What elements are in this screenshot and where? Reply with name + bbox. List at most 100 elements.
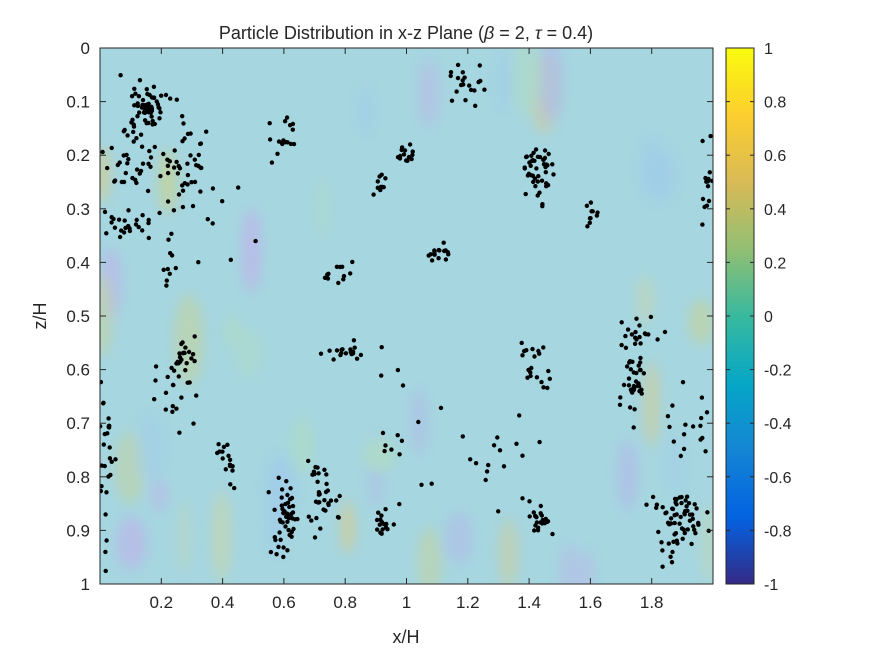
particle-marker	[679, 500, 684, 506]
particle-marker	[665, 520, 671, 525]
particle-marker	[338, 352, 343, 358]
particle-marker	[533, 147, 539, 152]
particle-marker	[590, 209, 595, 214]
particle-marker	[165, 163, 171, 168]
particle-marker	[334, 264, 340, 269]
particle-marker	[126, 157, 131, 162]
particle-marker	[675, 541, 680, 546]
y-tick-label: 0.2	[66, 146, 90, 165]
particle-marker	[708, 133, 713, 139]
particle-marker	[169, 231, 174, 236]
particle-marker	[680, 536, 685, 541]
particle-marker	[670, 549, 675, 555]
particle-marker	[188, 153, 193, 158]
particle-marker	[150, 118, 155, 124]
title-mid: = 2,	[494, 23, 535, 43]
particle-marker	[189, 356, 194, 361]
particle-marker	[527, 514, 532, 519]
particle-marker	[478, 78, 483, 84]
particle-marker	[348, 271, 353, 276]
particle-marker	[138, 168, 144, 174]
field-blob	[177, 501, 192, 574]
y-tick-label: 0.3	[66, 200, 90, 219]
particle-marker	[174, 159, 179, 165]
particle-marker	[272, 535, 277, 540]
particle-marker	[322, 498, 327, 503]
particle-marker	[543, 170, 548, 175]
field-blob	[418, 59, 440, 127]
particle-marker	[115, 162, 121, 168]
particle-marker	[473, 103, 478, 109]
particle-marker	[530, 346, 535, 352]
particle-marker	[194, 163, 199, 168]
particle-marker	[104, 538, 109, 543]
particle-marker	[707, 170, 712, 175]
particle-marker	[161, 151, 166, 157]
particle-marker	[189, 180, 194, 185]
particle-marker	[286, 527, 291, 533]
particle-marker	[670, 403, 675, 408]
particle-marker	[501, 464, 507, 469]
colorbar-tick-label: 1	[764, 41, 773, 58]
particle-marker	[161, 267, 166, 272]
colorbar-tick-label: 0.6	[764, 148, 786, 165]
particle-marker	[681, 446, 687, 452]
particle-marker	[317, 500, 322, 505]
particle-marker	[153, 364, 159, 369]
particle-marker	[153, 378, 158, 383]
particle-marker	[391, 522, 396, 527]
particle-marker	[375, 179, 380, 184]
particle-marker	[529, 153, 534, 158]
particle-marker	[460, 78, 465, 83]
particle-marker	[280, 141, 285, 147]
particle-marker	[122, 127, 127, 133]
particle-marker	[383, 176, 388, 181]
particle-marker	[102, 431, 108, 437]
colorbar-tick-label: 0.4	[764, 202, 786, 219]
particle-marker	[543, 164, 548, 170]
particle-marker	[341, 277, 346, 282]
particle-marker	[101, 401, 106, 406]
particle-marker	[670, 506, 675, 511]
particle-marker	[467, 83, 472, 88]
particle-marker	[531, 179, 536, 185]
particle-marker	[132, 103, 137, 108]
particle-marker	[454, 89, 459, 94]
particle-marker	[279, 503, 284, 508]
particle-marker	[281, 554, 286, 560]
particle-marker	[448, 73, 453, 79]
chart-title: Particle Distribution in x-z Plane (β = …	[219, 23, 593, 43]
field-blob	[496, 51, 512, 110]
particle-marker	[104, 490, 109, 495]
particle-marker	[277, 530, 282, 535]
particle-marker	[158, 173, 163, 179]
particle-marker	[685, 527, 690, 532]
particle-marker	[119, 179, 125, 185]
title-beta: β	[483, 23, 494, 43]
particle-marker	[395, 433, 400, 438]
particle-marker	[165, 199, 171, 204]
particle-marker	[710, 178, 713, 184]
particle-marker	[180, 183, 185, 188]
colorbar-tick-label: 0	[764, 309, 773, 326]
field-blob	[617, 440, 638, 510]
x-tick-label: 0.6	[272, 593, 296, 612]
particle-marker	[351, 338, 357, 343]
particle-marker	[157, 116, 162, 121]
particle-marker	[623, 333, 628, 339]
particle-marker	[438, 405, 444, 411]
particle-marker	[534, 520, 540, 525]
particle-marker	[379, 345, 384, 350]
particle-marker	[121, 230, 127, 235]
particle-marker	[129, 94, 135, 99]
particle-marker	[113, 457, 118, 462]
particle-marker	[659, 540, 664, 545]
particle-marker	[662, 329, 668, 335]
particle-marker	[699, 395, 705, 400]
particle-marker	[448, 70, 454, 75]
particle-marker	[312, 471, 317, 477]
particle-marker	[151, 84, 157, 90]
y-tick-label: 0.4	[66, 253, 90, 272]
particle-marker	[167, 159, 172, 164]
particle-marker	[134, 180, 139, 186]
